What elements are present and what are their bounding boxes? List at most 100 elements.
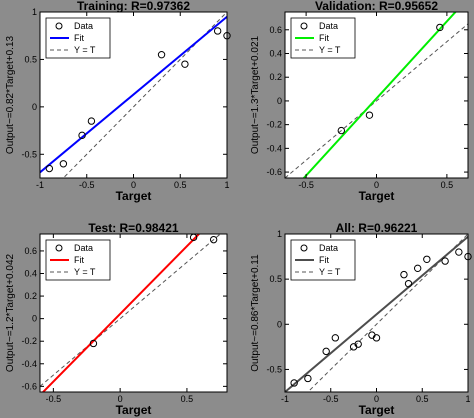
x-tick-label: 0.5 [174,180,187,190]
y-tick-label: 0 [277,96,282,106]
x-tick-label: 0 [118,394,123,404]
x-tick-label: -1 [36,180,44,190]
y-axis-label: Output~=1.3*Target+0.021 [250,35,261,154]
data-point [441,257,449,265]
y-tick-label: -0.4 [266,143,282,153]
fit-line [40,15,227,174]
legend-label-identity: Y = T [74,45,96,55]
y-tick-label: 0.4 [24,269,37,279]
legend-label-identity: Y = T [319,45,341,55]
y-tick-label: 0.4 [269,49,282,59]
data-point [157,50,166,59]
panel-4: -1 -0.5 0 0.5 1 -0.5 0 0.5 1 All: R=0.96221 Target… [250,221,472,417]
chart-title: Validation: R=0.95652 [315,0,438,13]
legend-label-data: Data [319,243,338,253]
data-point [436,23,444,32]
x-tick-label: 1 [465,394,470,404]
y-tick-label: -0.5 [21,149,37,159]
fit-line [285,235,468,392]
x-tick-label: 0.5 [441,180,454,190]
data-point [322,347,330,356]
legend-label-fit: Fit [74,255,84,265]
data-point [59,160,68,168]
data-point [400,270,408,279]
data-point [78,131,86,140]
panel-1: -1 -0.5 0 0.5 1 -0.5 0 0.5 1 Training: R=0.97362 T… [5,0,231,203]
legend-data-marker [300,22,308,30]
data-point [413,264,422,273]
x-tick-label: -0.5 [298,180,314,190]
y-tick-label: 0.2 [24,291,37,301]
identity-line [62,12,227,178]
fit-line [302,12,457,178]
x-tick-label: -0.5 [79,180,95,190]
legend: Data Fit Y = T [290,17,356,59]
y-tick-label: 0.5 [24,54,37,64]
legend-label-identity: Y = T [319,267,341,277]
panel-2: -0.5 0 0.5 -0.6 -0.4 -0.2 0 0.2 0.4 0.6 Validation… [250,0,469,203]
x-axis-label: Target [359,189,395,203]
legend-label-fit: Fit [319,255,329,265]
y-tick-label: -0.2 [266,120,282,130]
x-tick-label: 0 [131,180,136,190]
data-point [181,60,189,68]
x-tick-label: 0 [374,180,379,190]
data-point [337,126,346,135]
chart-title: Training: R=0.97362 [77,0,190,13]
data-point [304,374,312,383]
x-tick-label: -1 [281,394,289,404]
x-tick-label: 0.5 [181,394,194,404]
fit-line [41,234,201,392]
legend: Data Fit Y = T [290,239,356,281]
y-tick-label: 0 [32,102,37,112]
y-tick-label: 1 [32,7,37,17]
x-tick-label: 0.5 [416,394,429,404]
y-tick-label: 0 [32,314,37,324]
y-tick-label: 0 [277,319,282,329]
data-point [209,235,218,244]
x-axis-label: Target [359,403,395,417]
legend-data-marker [55,22,63,30]
y-tick-label: -0.6 [21,381,37,391]
x-axis-label: Target [116,403,152,417]
y-tick-label: 0.2 [269,72,282,82]
legend-label-data: Data [74,21,93,31]
panel-3: -0.5 0 0.5 -0.6 -0.4 -0.2 0 0.2 0.4 0.6 Test: R=0.… [5,221,228,417]
y-tick-label: -0.5 [266,364,282,374]
y-tick-label: -0.6 [266,167,282,177]
data-point [45,164,54,173]
y-axis-label: Output~=1.2*Target+0.042 [5,253,16,372]
data-point [365,111,374,119]
data-point [455,248,463,256]
x-tick-label: 1 [224,180,229,190]
legend-label-fit: Fit [319,33,329,43]
y-tick-label: 0.6 [269,25,282,35]
y-axis-label: Output~=0.82*Target+0.13 [5,35,16,154]
data-point [87,117,96,125]
x-tick-label: -0.5 [46,394,62,404]
legend-label-fit: Fit [74,33,84,43]
data-point [404,279,413,288]
identity-line [307,234,468,392]
legend-label-identity: Y = T [74,267,96,277]
data-point [89,339,98,348]
plot-frame [39,233,228,393]
y-tick-label: 1 [277,229,282,239]
legend-label-data: Data [74,243,93,253]
x-axis-label: Target [116,189,152,203]
y-tick-label: -0.4 [21,359,37,369]
legend-data-marker [300,244,308,252]
legend: Data Fit Y = T [45,239,111,281]
x-tick-label: 0 [374,394,379,404]
chart-title: Test: R=0.98421 [88,221,178,235]
legend-label-data: Data [319,21,338,31]
data-point [290,379,298,387]
data-point [331,334,340,342]
chart-title: All: R=0.96221 [336,221,418,235]
x-tick-label: -0.5 [323,394,339,404]
legend: Data Fit Y = T [45,17,111,59]
legend-data-marker [55,244,63,252]
y-tick-label: -0.2 [21,336,37,346]
data-point [354,340,362,348]
